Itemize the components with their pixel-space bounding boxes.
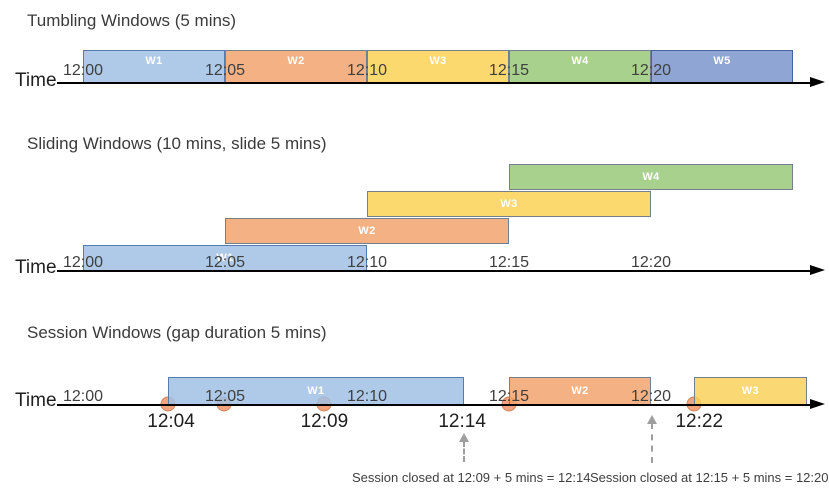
session-closed-annotation: Session closed at 12:09 + 5 mins = 12:14 xyxy=(352,470,591,485)
section-title: Session Windows (gap duration 5 mins) xyxy=(27,323,327,342)
time-tick-label: 12:05 xyxy=(204,254,246,271)
window-label: W1 xyxy=(307,385,325,397)
time-tick-label: 12:00 xyxy=(62,254,104,271)
window-box-w2: W2 xyxy=(509,377,651,405)
time-tick-label: 12:05 xyxy=(204,388,246,405)
window-box-w3: W3 xyxy=(367,50,509,83)
time-axis-label: Time xyxy=(15,257,57,278)
time-tick-label: 12:05 xyxy=(204,62,246,79)
window-box-w4: W4 xyxy=(509,50,651,83)
window-box-w3: W3 xyxy=(693,377,808,405)
time-tick-label: 12:15 xyxy=(488,62,530,79)
time-axis xyxy=(57,270,812,272)
annotation-arrow-icon xyxy=(647,415,658,424)
window-label: W3 xyxy=(500,198,518,210)
window-label: W5 xyxy=(713,55,731,67)
window-box-w4: W4 xyxy=(509,164,793,190)
window-label: W2 xyxy=(571,385,589,397)
time-tick-label: 12:10 xyxy=(346,62,388,79)
event-time-label: 12:04 xyxy=(147,411,195,432)
time-tick-label: 12:15 xyxy=(488,388,530,405)
window-label: W1 xyxy=(216,252,234,264)
annotation-arrow-line xyxy=(651,423,654,463)
window-label: W1 xyxy=(145,55,163,67)
section-title: Tumbling Windows (5 mins) xyxy=(27,11,237,30)
time-tick-label: 12:20 xyxy=(630,388,672,405)
annotation-arrow-line xyxy=(462,441,465,462)
event-time-label: 12:09 xyxy=(300,411,349,432)
window-label: W3 xyxy=(741,385,760,397)
window-label: W2 xyxy=(358,225,376,237)
window-box-w1: W1 xyxy=(83,245,367,271)
time-tick-label: 12:20 xyxy=(630,62,672,79)
event-time-label: 12:22 xyxy=(675,411,724,432)
axis-arrowhead-icon xyxy=(810,77,825,87)
window-box-w1: W1 xyxy=(83,50,225,83)
time-axis-label: Time xyxy=(15,390,57,411)
event-time-label: 12:14 xyxy=(438,411,486,432)
time-tick-label: 12:00 xyxy=(62,388,104,405)
axis-arrowhead-icon xyxy=(810,399,825,409)
time-axis-label: Time xyxy=(15,70,57,91)
window-label: W2 xyxy=(287,55,305,67)
time-tick-label: 12:10 xyxy=(346,254,388,271)
time-tick-label: 12:10 xyxy=(346,388,388,405)
time-axis xyxy=(57,404,812,406)
time-axis xyxy=(57,82,812,84)
time-tick-label: 12:20 xyxy=(630,254,672,271)
window-label: W3 xyxy=(429,55,447,67)
window-box-w5: W5 xyxy=(651,50,793,83)
window-box-w1: W1 xyxy=(168,377,464,405)
window-box-w3: W3 xyxy=(367,191,651,217)
window-label: W4 xyxy=(571,55,589,67)
axis-arrowhead-icon xyxy=(810,265,825,275)
session-closed-annotation: Session closed at 12:15 + 5 mins = 12:20 xyxy=(590,470,829,485)
window-box-w2: W2 xyxy=(225,218,509,244)
time-tick-label: 12:00 xyxy=(62,62,104,79)
window-box-w2: W2 xyxy=(225,50,367,83)
annotation-arrow-icon xyxy=(458,433,469,442)
time-tick-label: 12:15 xyxy=(488,254,530,271)
window-label: W4 xyxy=(642,171,660,183)
section-title: Sliding Windows (10 mins, slide 5 mins) xyxy=(27,134,327,153)
